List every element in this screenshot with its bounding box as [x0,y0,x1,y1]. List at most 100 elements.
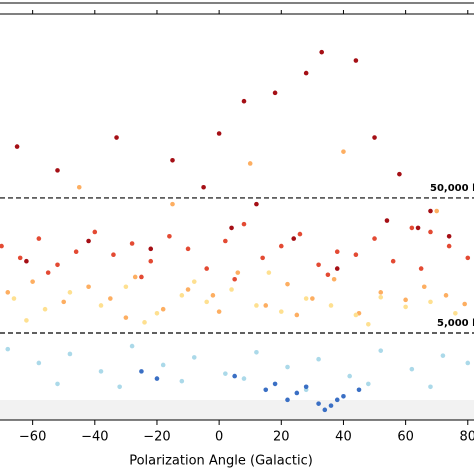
point [316,401,321,406]
point [328,303,334,308]
point [55,168,60,173]
point [170,201,175,207]
point [331,276,337,282]
point [319,49,324,55]
point [167,233,172,239]
point [114,135,119,140]
point [303,296,309,301]
point [465,255,471,261]
threshold-label: 5,000 l [437,318,474,329]
point [372,236,377,241]
point [428,208,433,214]
point [154,376,160,381]
x-tick-label: 40 [335,430,352,445]
point [73,249,79,254]
point [229,287,234,292]
point [285,364,290,370]
point [428,299,433,305]
point [232,373,237,379]
x-axis-label: Polarization Angle (Galactic) [129,454,313,469]
point [67,290,73,295]
point [409,225,415,231]
point [446,233,452,239]
point [191,355,197,360]
point [278,243,284,249]
point [204,266,209,271]
point [11,296,17,301]
point [67,351,73,357]
x-tick-label: 60 [397,430,414,445]
point [443,293,449,298]
point [303,384,309,390]
point [36,236,42,241]
point [223,371,228,376]
point [235,270,241,275]
point [341,394,346,399]
point [272,90,278,96]
point [366,322,371,327]
x-tick-label: 80 [460,430,474,445]
point [254,201,259,207]
point [421,284,427,290]
point [462,301,467,307]
point [310,296,315,301]
point [117,384,122,390]
point [353,312,359,318]
point [322,407,328,413]
point [229,225,234,231]
point [263,303,269,308]
point [341,149,346,154]
point [98,369,104,374]
point [108,296,113,301]
point [86,238,91,244]
point [366,381,371,387]
point [24,258,29,264]
point [260,255,265,261]
point [142,320,147,325]
point [17,255,23,261]
point [378,348,384,353]
point [415,225,421,231]
point [148,258,154,264]
point [378,290,384,295]
point [76,184,82,190]
point [179,293,185,298]
point [446,243,452,249]
point [390,258,396,264]
point [372,135,377,140]
point [294,312,300,318]
point [5,346,11,352]
x-tick-label: −60 [19,430,46,445]
x-tick-label: −20 [143,430,170,445]
point [30,279,35,284]
point [36,360,42,366]
point [285,397,290,403]
point [223,238,228,244]
point [353,252,359,257]
point [378,294,384,300]
point [61,299,67,305]
point [129,241,135,246]
point [55,262,60,268]
point [204,299,209,305]
point [98,303,104,308]
point [272,381,278,387]
point [14,144,20,149]
x-tick-label: 20 [273,430,290,445]
point [185,246,191,252]
x-tick-label: 0 [215,430,223,445]
point [139,274,144,280]
floor-band [0,400,474,420]
point [334,397,340,403]
point [132,274,138,280]
point [216,131,222,136]
point [403,297,408,303]
point [334,266,340,271]
point [241,98,247,104]
point [232,276,237,282]
point [325,272,331,278]
point [254,349,259,355]
point [24,318,29,323]
